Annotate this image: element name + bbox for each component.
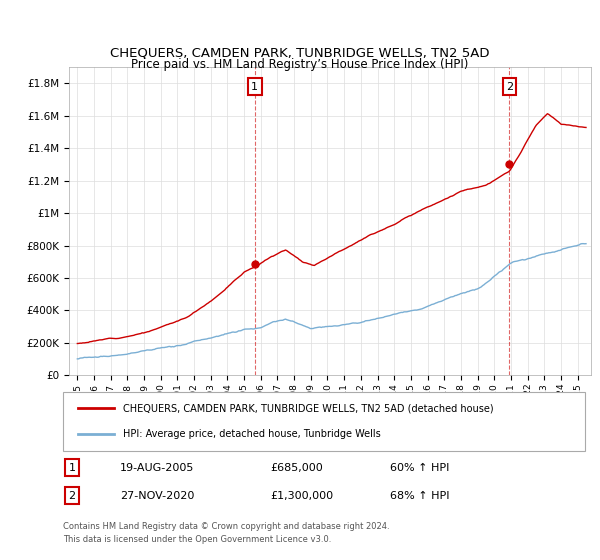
Text: 19-AUG-2005: 19-AUG-2005: [120, 463, 194, 473]
Text: Price paid vs. HM Land Registry’s House Price Index (HPI): Price paid vs. HM Land Registry’s House …: [131, 58, 469, 71]
Text: £685,000: £685,000: [270, 463, 323, 473]
Text: 68% ↑ HPI: 68% ↑ HPI: [390, 491, 449, 501]
Text: £1,300,000: £1,300,000: [270, 491, 333, 501]
Text: 1: 1: [68, 463, 76, 473]
Text: 1: 1: [251, 82, 258, 92]
Text: 2: 2: [506, 82, 513, 92]
Text: Contains HM Land Registry data © Crown copyright and database right 2024.
This d: Contains HM Land Registry data © Crown c…: [63, 522, 389, 544]
Text: 27-NOV-2020: 27-NOV-2020: [120, 491, 194, 501]
Text: CHEQUERS, CAMDEN PARK, TUNBRIDGE WELLS, TN2 5AD (detached house): CHEQUERS, CAMDEN PARK, TUNBRIDGE WELLS, …: [123, 403, 494, 413]
Text: 2: 2: [68, 491, 76, 501]
Text: CHEQUERS, CAMDEN PARK, TUNBRIDGE WELLS, TN2 5AD: CHEQUERS, CAMDEN PARK, TUNBRIDGE WELLS, …: [110, 46, 490, 60]
Text: 60% ↑ HPI: 60% ↑ HPI: [390, 463, 449, 473]
Text: HPI: Average price, detached house, Tunbridge Wells: HPI: Average price, detached house, Tunb…: [123, 430, 381, 440]
